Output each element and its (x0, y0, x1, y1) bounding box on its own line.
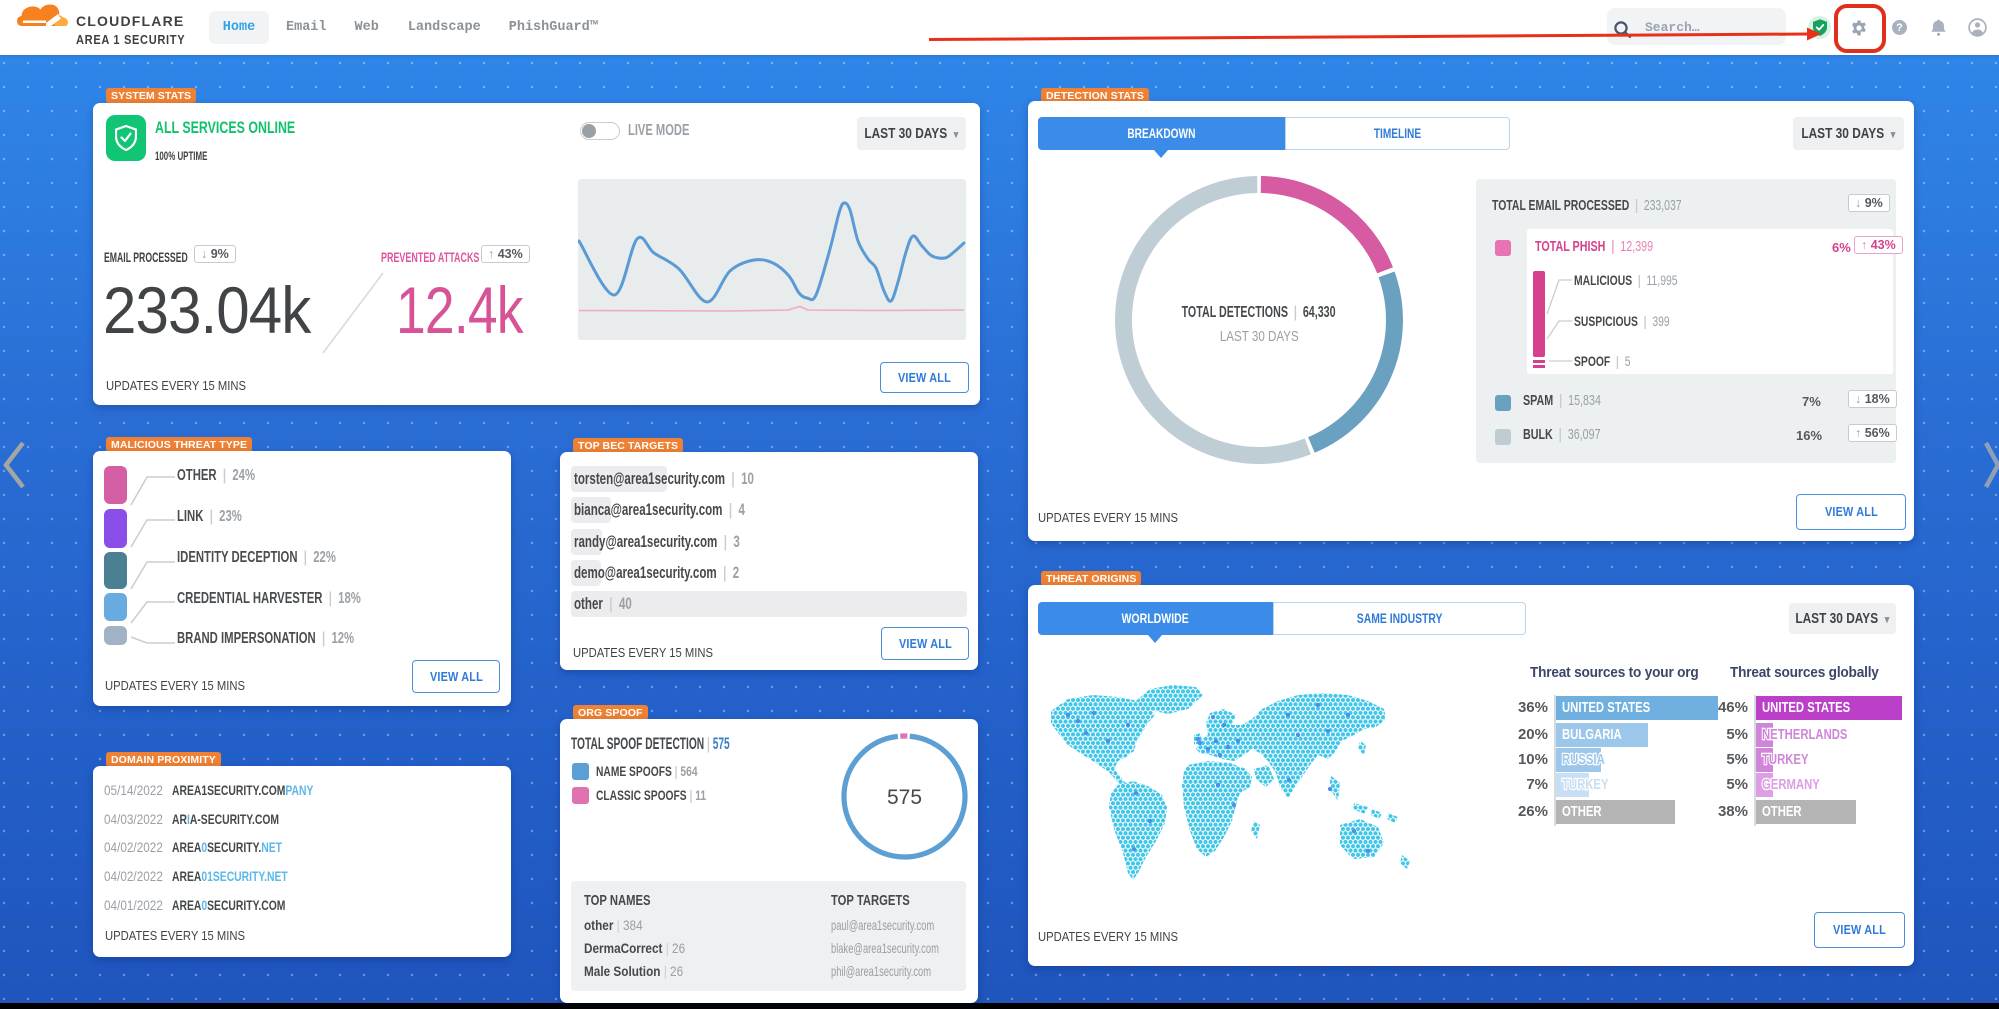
svg-text:575: 575 (887, 786, 922, 809)
